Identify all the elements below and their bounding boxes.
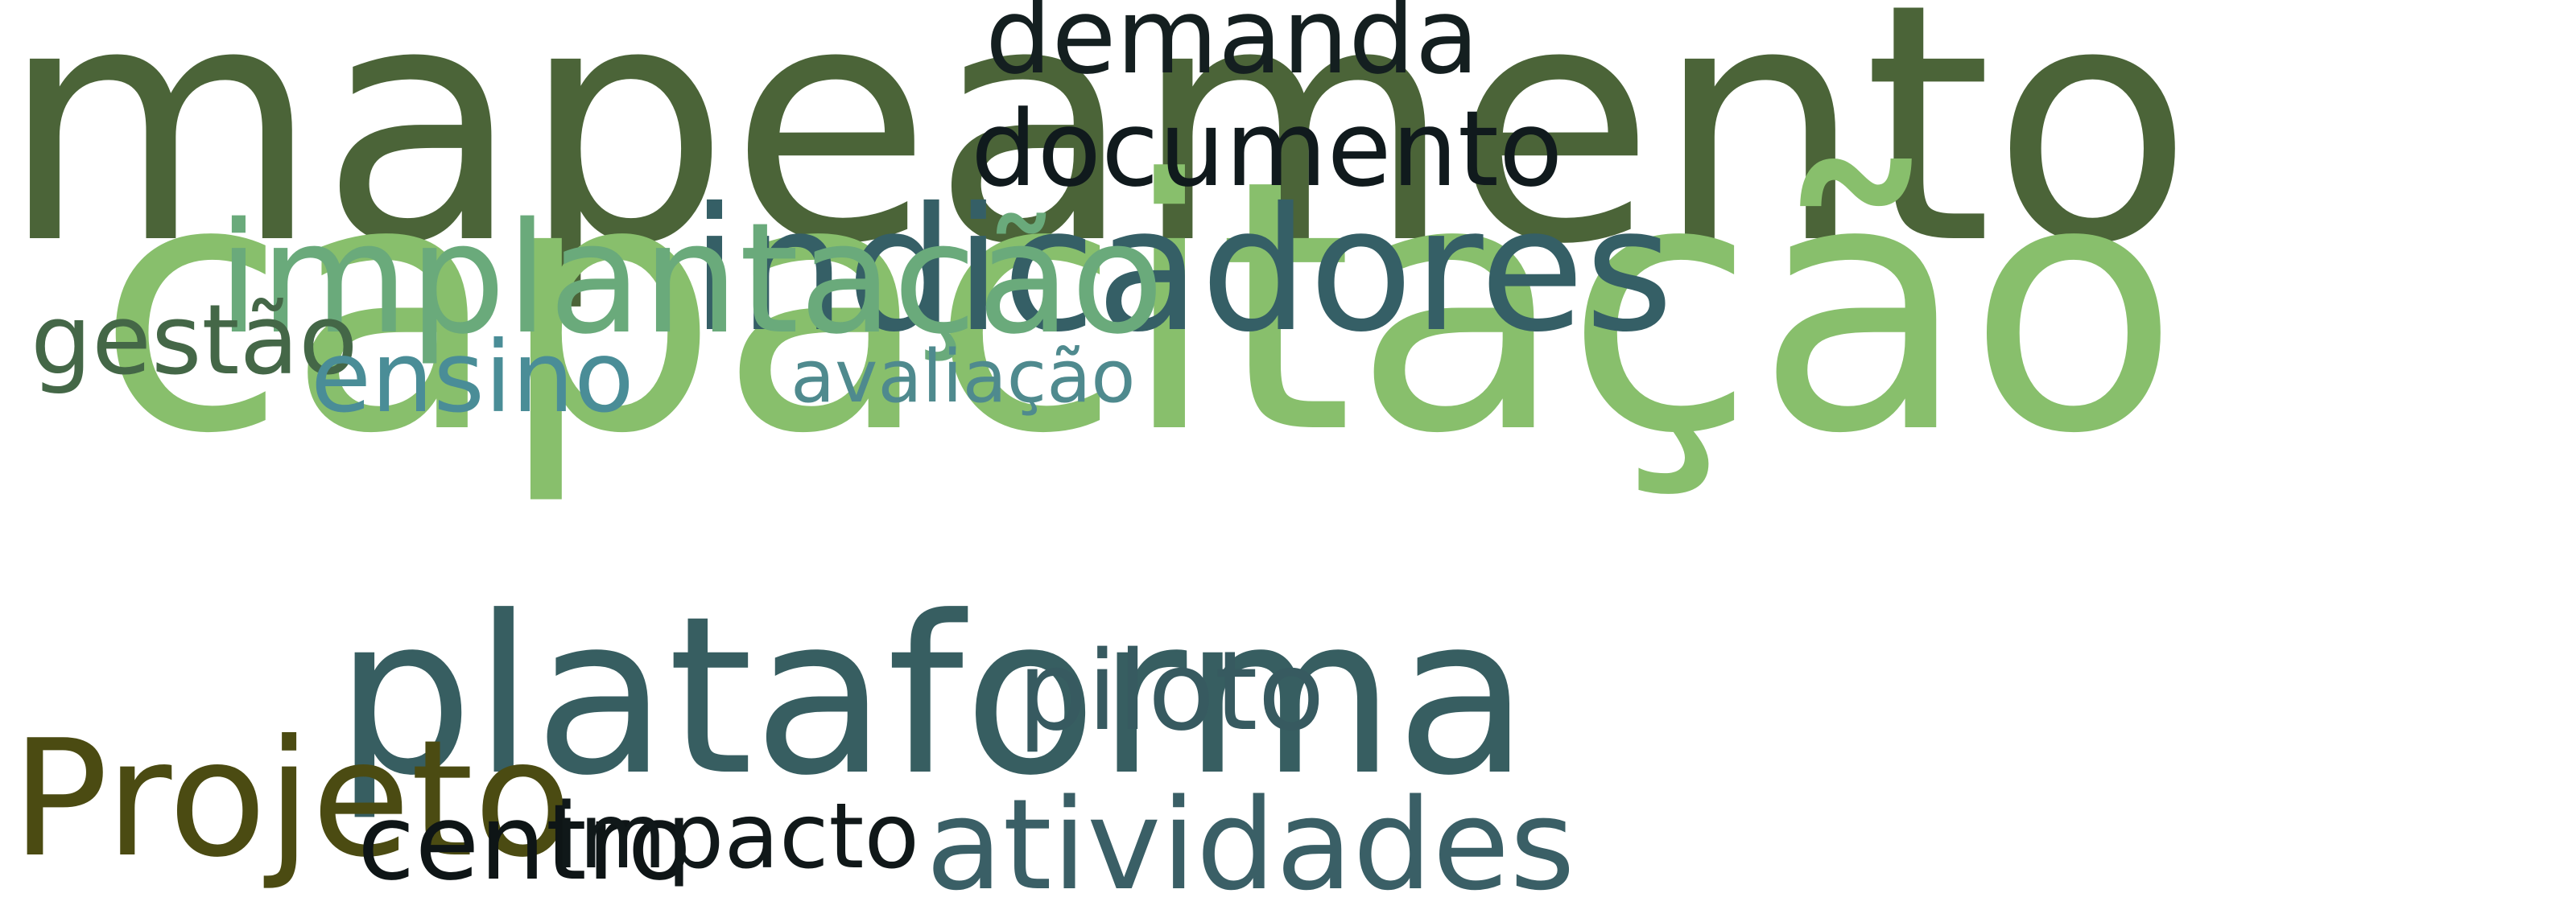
word-demanda: demanda — [985, 0, 1480, 97]
word-documento: documento — [971, 88, 1563, 210]
word-implantacao: implantação — [217, 190, 1165, 368]
word-projeto: Projeto — [11, 706, 572, 893]
word-centro: centro — [357, 781, 691, 904]
word-gestao: gestão — [31, 285, 358, 397]
word-atividades: atividades — [926, 772, 1575, 914]
word-mapeamento: mapeamento — [0, 0, 2194, 316]
word-plataforma: plataforma — [335, 569, 1530, 823]
word-indicadores: indicadores — [691, 171, 1674, 369]
word-ensino: ensino — [311, 320, 634, 434]
word-piloto: piloto — [1018, 628, 1325, 755]
word-avaliacao: avaliação — [791, 335, 1136, 419]
word-impacto: impacto — [554, 784, 919, 889]
word-capacitacao: capacitação — [97, 107, 2180, 509]
